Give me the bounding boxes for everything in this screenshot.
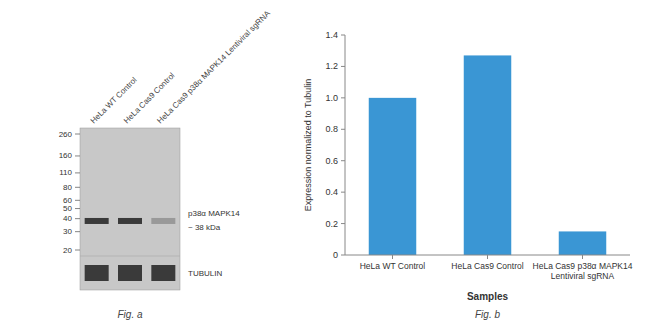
bar [369, 98, 417, 255]
ladder-tick [75, 200, 80, 201]
x-tick-label-line: HeLa Cas9 p38α MAPK14 [533, 261, 633, 271]
x-tick-label: HeLa Cas9 Control [451, 261, 523, 271]
target-band [118, 218, 142, 224]
ladder-label: 260 [59, 130, 73, 139]
bands [85, 218, 176, 281]
ladder-label: 20 [63, 246, 72, 255]
ladder-label: 40 [63, 214, 72, 223]
y-tick-label: 1.0 [325, 93, 338, 103]
bar [464, 55, 512, 255]
caption: Fig. a [117, 309, 142, 320]
ladder-tick [75, 134, 80, 135]
bars [369, 55, 607, 255]
caption: Fig. b [475, 309, 500, 320]
loading-band [151, 265, 175, 281]
ladder-tick [75, 208, 80, 209]
gel [80, 128, 180, 290]
bar-panel: 0 0.2 0.4 0.6 0.8 1.0 1.2 1.4 HeLa WT Control HeL… [303, 30, 633, 320]
y-tick [341, 223, 345, 224]
ladder-tick [75, 155, 80, 156]
strip-annotation: TUBULIN [188, 269, 222, 278]
y-tick [341, 97, 345, 98]
strip-separator [80, 256, 180, 257]
ladder-tick [75, 187, 80, 188]
y-tick [341, 66, 345, 67]
ladder-label: 50 [63, 204, 72, 213]
y-tick [341, 129, 345, 130]
target-band [85, 218, 109, 224]
y-tick-label: 0.8 [325, 124, 338, 134]
y-tick [341, 160, 345, 161]
loading-band [85, 265, 109, 281]
x-tick-label: HeLa Cas9 p38α MAPK14Lentiviral sgRNA [533, 261, 633, 281]
loading-band [118, 265, 142, 281]
y-tick-label: 0.2 [325, 219, 338, 229]
ladder-tick [75, 218, 80, 219]
y-tick [341, 192, 345, 193]
y-tick [341, 255, 345, 256]
y-axis-label: Expression normalized to Tubulin [303, 79, 313, 212]
y-tick-label: 0.4 [325, 187, 338, 197]
x-tick [392, 255, 393, 259]
bar [559, 231, 607, 255]
lane-label: HeLa Cas9 p38α MAPK14 Lentiviral sgRNA [155, 8, 272, 125]
x-tick-label-line: HeLa WT Control [360, 261, 426, 271]
x-tick-label: HeLa WT Control [360, 261, 426, 271]
target-band [151, 218, 175, 224]
x-tick-label-line: Lentiviral sgRNA [551, 271, 615, 281]
blot-panel: 260160110806050403020p38α MAPK14~ 38 kDa… [59, 8, 273, 320]
x-axis-label: Samples [467, 291, 509, 302]
y-tick-label: 0.6 [325, 156, 338, 166]
y-tick-label: 1.2 [325, 61, 338, 71]
ladder-tick [75, 231, 80, 232]
x-tick [582, 255, 583, 259]
band-annotation: ~ 38 kDa [188, 223, 221, 232]
chart-root: 260160110806050403020p38α MAPK14~ 38 kDa… [0, 0, 650, 326]
y-axis [345, 35, 346, 255]
x-tick-label-line: HeLa Cas9 Control [451, 261, 523, 271]
ladder-label: 160 [59, 151, 73, 160]
y-tick [341, 35, 345, 36]
band-annotation: p38α MAPK14 [188, 209, 240, 218]
ladder-label: 30 [63, 227, 72, 236]
y-tick-label: 0 [333, 250, 338, 260]
ladder-tick [75, 250, 80, 251]
ladder-label: 110 [59, 168, 72, 177]
y-tick-label: 1.4 [325, 30, 338, 40]
ladder-label: 80 [63, 183, 72, 192]
x-tick [487, 255, 488, 259]
ladder-tick [75, 172, 80, 173]
